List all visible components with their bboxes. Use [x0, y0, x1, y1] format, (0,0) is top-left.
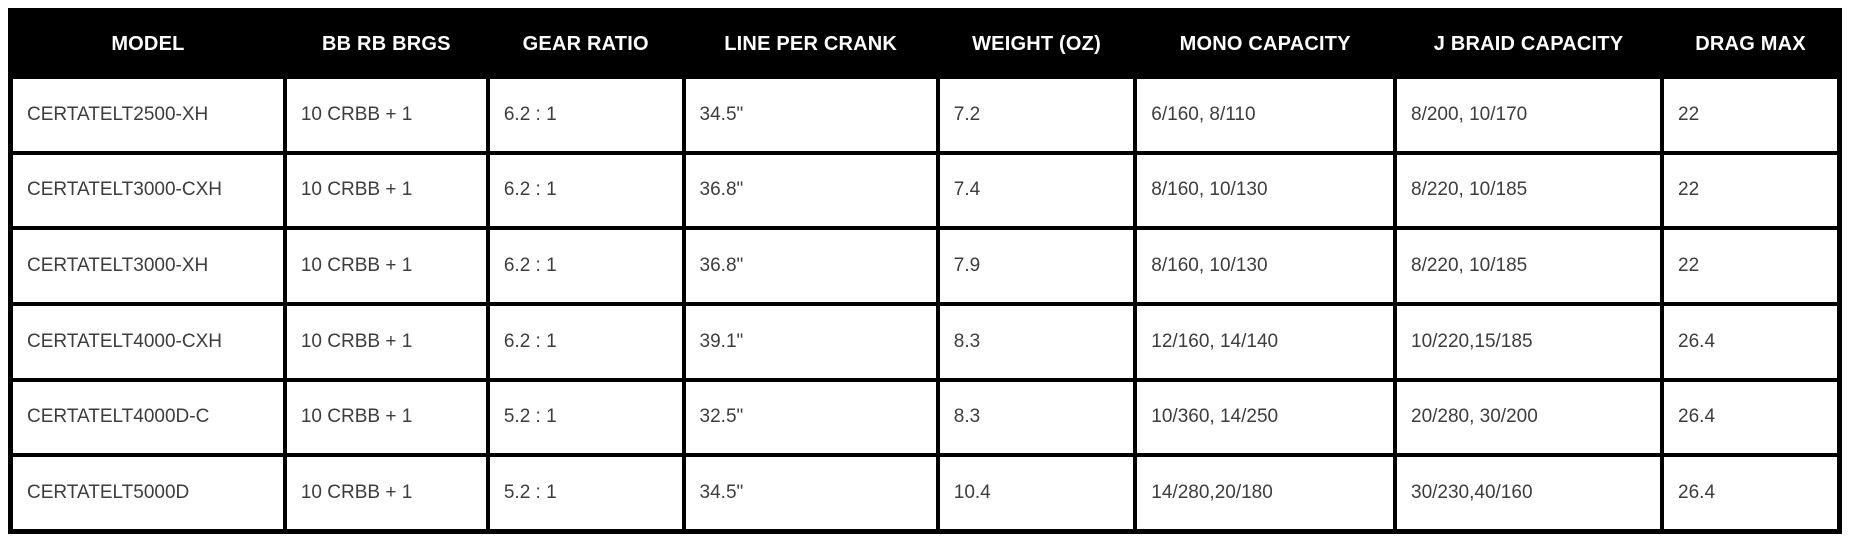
cell-j-braid-capacity: 30/230,40/160	[1392, 453, 1665, 534]
table-row: CERTATELT5000D 10 CRBB + 1 5.2 : 1 34.5" 10.…	[8, 453, 1842, 534]
cell-line-per-crank: 34.5"	[681, 75, 940, 155]
cell-gear-ratio: 6.2 : 1	[485, 301, 686, 382]
cell-bb-rb-brgs: 10 CRBB + 1	[282, 150, 490, 231]
cell-model: CERTATELT4000-CXH	[8, 301, 287, 382]
cell-j-braid-capacity: 8/200, 10/170	[1392, 75, 1665, 155]
cell-gear-ratio: 6.2 : 1	[485, 75, 686, 155]
column-header-model: MODEL	[8, 8, 287, 79]
cell-line-per-crank: 32.5"	[681, 377, 940, 458]
cell-line-per-crank: 36.8"	[681, 226, 940, 306]
cell-j-braid-capacity: 20/280, 30/200	[1392, 377, 1665, 458]
header-row: MODEL BB RB BRGS GEAR RATIO LINE PER CRANK W…	[8, 8, 1842, 79]
column-header-gear-ratio: GEAR RATIO	[485, 8, 686, 79]
reel-spec-table: MODEL BB RB BRGS GEAR RATIO LINE PER CRANK W…	[8, 8, 1842, 534]
cell-weight-oz: 7.2	[935, 75, 1138, 155]
cell-j-braid-capacity: 10/220,15/185	[1392, 301, 1665, 382]
column-header-mono-capacity: MONO CAPACITY	[1133, 8, 1397, 79]
cell-drag-max: 26.4	[1660, 301, 1842, 382]
table-row: CERTATELT4000-CXH 10 CRBB + 1 6.2 : 1 39.1"…	[8, 301, 1842, 382]
cell-line-per-crank: 36.8"	[681, 150, 940, 231]
table-row: CERTATELT2500-XH 10 CRBB + 1 6.2 : 1 34.5" 7…	[8, 75, 1842, 155]
cell-gear-ratio: 6.2 : 1	[485, 226, 686, 306]
spec-table-body: CERTATELT2500-XH 10 CRBB + 1 6.2 : 1 34.5" 7…	[8, 75, 1842, 534]
column-header-bb-rb-brgs: BB RB BRGS	[282, 8, 490, 79]
cell-mono-capacity: 12/160, 14/140	[1133, 301, 1397, 382]
cell-line-per-crank: 39.1"	[681, 301, 940, 382]
cell-line-per-crank: 34.5"	[681, 453, 940, 534]
column-header-weight-oz: WEIGHT (OZ)	[935, 8, 1138, 79]
cell-model: CERTATELT3000-CXH	[8, 150, 287, 231]
cell-drag-max: 22	[1660, 150, 1842, 231]
column-header-line-per-crank: LINE PER CRANK	[681, 8, 940, 79]
cell-j-braid-capacity: 8/220, 10/185	[1392, 150, 1665, 231]
cell-bb-rb-brgs: 10 CRBB + 1	[282, 453, 490, 534]
cell-gear-ratio: 6.2 : 1	[485, 150, 686, 231]
cell-model: CERTATELT4000D-C	[8, 377, 287, 458]
cell-weight-oz: 8.3	[935, 301, 1138, 382]
cell-model: CERTATELT3000-XH	[8, 226, 287, 306]
cell-weight-oz: 7.4	[935, 150, 1138, 231]
cell-drag-max: 26.4	[1660, 377, 1842, 458]
cell-bb-rb-brgs: 10 CRBB + 1	[282, 377, 490, 458]
cell-mono-capacity: 14/280,20/180	[1133, 453, 1397, 534]
cell-bb-rb-brgs: 10 CRBB + 1	[282, 75, 490, 155]
cell-mono-capacity: 8/160, 10/130	[1133, 226, 1397, 306]
cell-bb-rb-brgs: 10 CRBB + 1	[282, 301, 490, 382]
cell-drag-max: 22	[1660, 226, 1842, 306]
cell-weight-oz: 8.3	[935, 377, 1138, 458]
spec-table-header: MODEL BB RB BRGS GEAR RATIO LINE PER CRANK W…	[8, 8, 1842, 79]
table-row: CERTATELT3000-CXH 10 CRBB + 1 6.2 : 1 36.8"…	[8, 150, 1842, 231]
column-header-j-braid-capacity: J BRAID CAPACITY	[1392, 8, 1665, 79]
cell-weight-oz: 10.4	[935, 453, 1138, 534]
table-row: CERTATELT4000D-C 10 CRBB + 1 5.2 : 1 32.5" 8…	[8, 377, 1842, 458]
cell-mono-capacity: 6/160, 8/110	[1133, 75, 1397, 155]
cell-mono-capacity: 10/360, 14/250	[1133, 377, 1397, 458]
cell-j-braid-capacity: 8/220, 10/185	[1392, 226, 1665, 306]
cell-gear-ratio: 5.2 : 1	[485, 377, 686, 458]
cell-gear-ratio: 5.2 : 1	[485, 453, 686, 534]
cell-drag-max: 22	[1660, 75, 1842, 155]
table-row: CERTATELT3000-XH 10 CRBB + 1 6.2 : 1 36.8" 7…	[8, 226, 1842, 306]
cell-mono-capacity: 8/160, 10/130	[1133, 150, 1397, 231]
cell-model: CERTATELT2500-XH	[8, 75, 287, 155]
cell-drag-max: 26.4	[1660, 453, 1842, 534]
cell-bb-rb-brgs: 10 CRBB + 1	[282, 226, 490, 306]
cell-weight-oz: 7.9	[935, 226, 1138, 306]
column-header-drag-max: DRAG MAX	[1660, 8, 1842, 79]
cell-model: CERTATELT5000D	[8, 453, 287, 534]
